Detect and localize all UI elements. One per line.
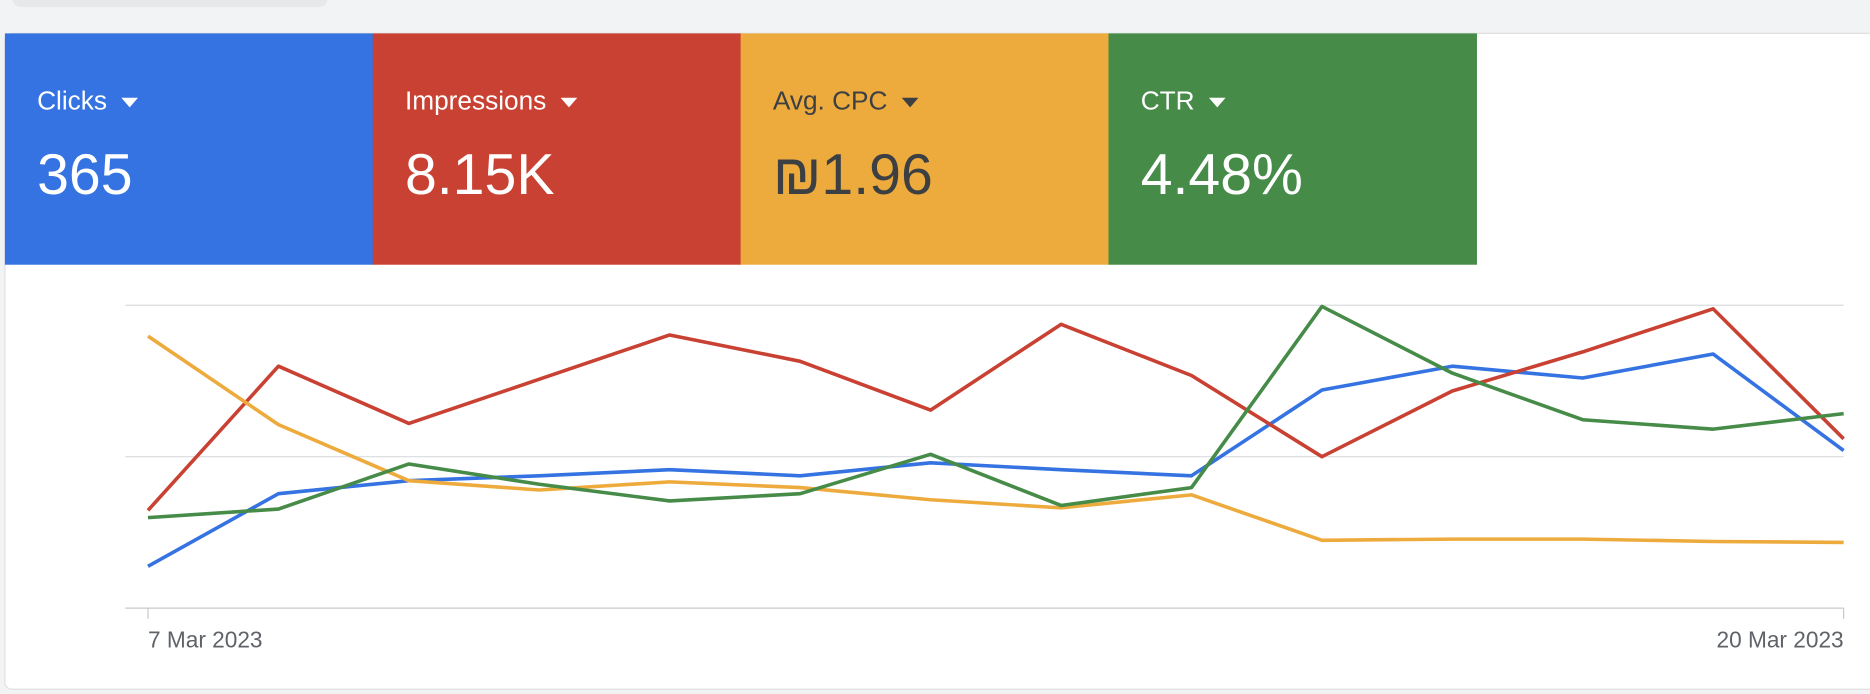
series-line: [146, 334, 1844, 545]
menu-shadow: [12, 0, 328, 8]
scorecard[interactable]: Clicks 365: [4, 33, 374, 265]
scorecard-value: 365: [37, 143, 132, 207]
scorecard-background: [4, 33, 374, 265]
series-line: [146, 307, 1845, 512]
scorecard-value: ₪1.96: [773, 143, 933, 207]
dropdown-caret[interactable]: [901, 97, 919, 108]
scorecard-background: [740, 33, 1110, 265]
scorecards: Clicks 365 Impressions 8.15K Avg. CPC ₪1.96 CT…: [4, 33, 1477, 265]
dropdown-caret[interactable]: [121, 97, 139, 108]
scorecard[interactable]: Impressions 8.15K: [372, 33, 742, 265]
series-line: [147, 352, 1845, 568]
scorecard-background: [372, 33, 742, 265]
line-chart: 7 Mar 2023 20 Mar 2023: [125, 304, 1845, 653]
x-tick-label: 20 Mar 2023: [1717, 627, 1844, 653]
scorecard-label: Impressions: [405, 85, 546, 115]
scorecard-label: Avg. CPC: [773, 85, 888, 115]
scorecard-value: 4.48%: [1141, 143, 1303, 207]
scorecard[interactable]: Avg. CPC ₪1.96: [740, 33, 1110, 265]
scorecard-background: [1108, 33, 1477, 265]
x-tick-label: 7 Mar 2023: [148, 627, 263, 653]
scorecard-value: 8.15K: [405, 143, 555, 207]
scorecard-label: CTR: [1141, 85, 1195, 115]
dropdown-caret[interactable]: [1208, 97, 1226, 108]
scorecard[interactable]: CTR 4.48%: [1108, 33, 1477, 265]
scorecard-label: Clicks: [37, 85, 107, 115]
dropdown-caret[interactable]: [560, 97, 578, 108]
series-line: [147, 304, 1844, 520]
